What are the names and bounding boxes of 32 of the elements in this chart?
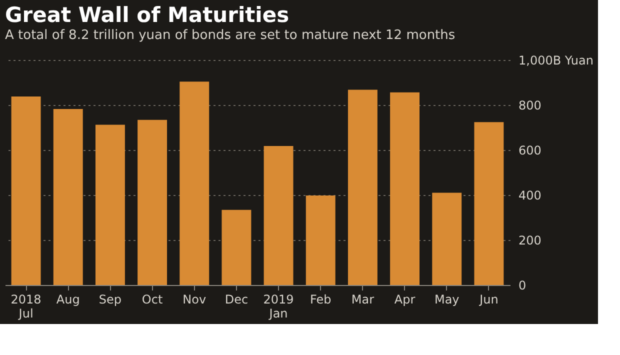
bar	[390, 92, 420, 285]
x-tick-label: Aug	[56, 292, 80, 306]
bar	[11, 96, 41, 285]
x-tick-label: Mar	[351, 292, 374, 306]
x-tick-label: Apr	[394, 292, 416, 306]
bar	[138, 120, 168, 285]
x-tick-label: May	[434, 292, 460, 306]
y-tick-label: 0	[518, 278, 526, 292]
bar	[95, 124, 125, 285]
x-tick-label: Dec	[224, 292, 248, 306]
bar	[53, 109, 83, 285]
bar	[348, 90, 378, 285]
bar	[264, 146, 294, 285]
bar	[432, 192, 462, 285]
x-tick-label: 2018 Jul	[10, 292, 42, 320]
chart-title: Great Wall of Maturities	[5, 3, 290, 27]
y-tick-label: 400	[518, 188, 542, 202]
y-tick-label: 200	[518, 234, 542, 248]
x-tick-label: Nov	[182, 292, 206, 306]
y-tick-label: 1,000B Yuan	[518, 54, 594, 68]
y-tick-label: 800	[518, 98, 542, 112]
bar	[474, 122, 504, 285]
x-tick-label: Jun	[478, 292, 498, 306]
chart-subtitle: A total of 8.2 trillion yuan of bonds are set to mature next 12 months	[5, 28, 456, 43]
x-tick-label: Feb	[310, 292, 332, 306]
y-tick-label: 600	[518, 144, 542, 158]
bar	[306, 195, 336, 285]
bar	[180, 82, 210, 285]
bar	[222, 210, 252, 285]
x-tick-label: Sep	[98, 292, 122, 306]
x-tick-label: 2019 Jan	[263, 292, 294, 320]
x-tick-label: Oct	[142, 292, 163, 306]
